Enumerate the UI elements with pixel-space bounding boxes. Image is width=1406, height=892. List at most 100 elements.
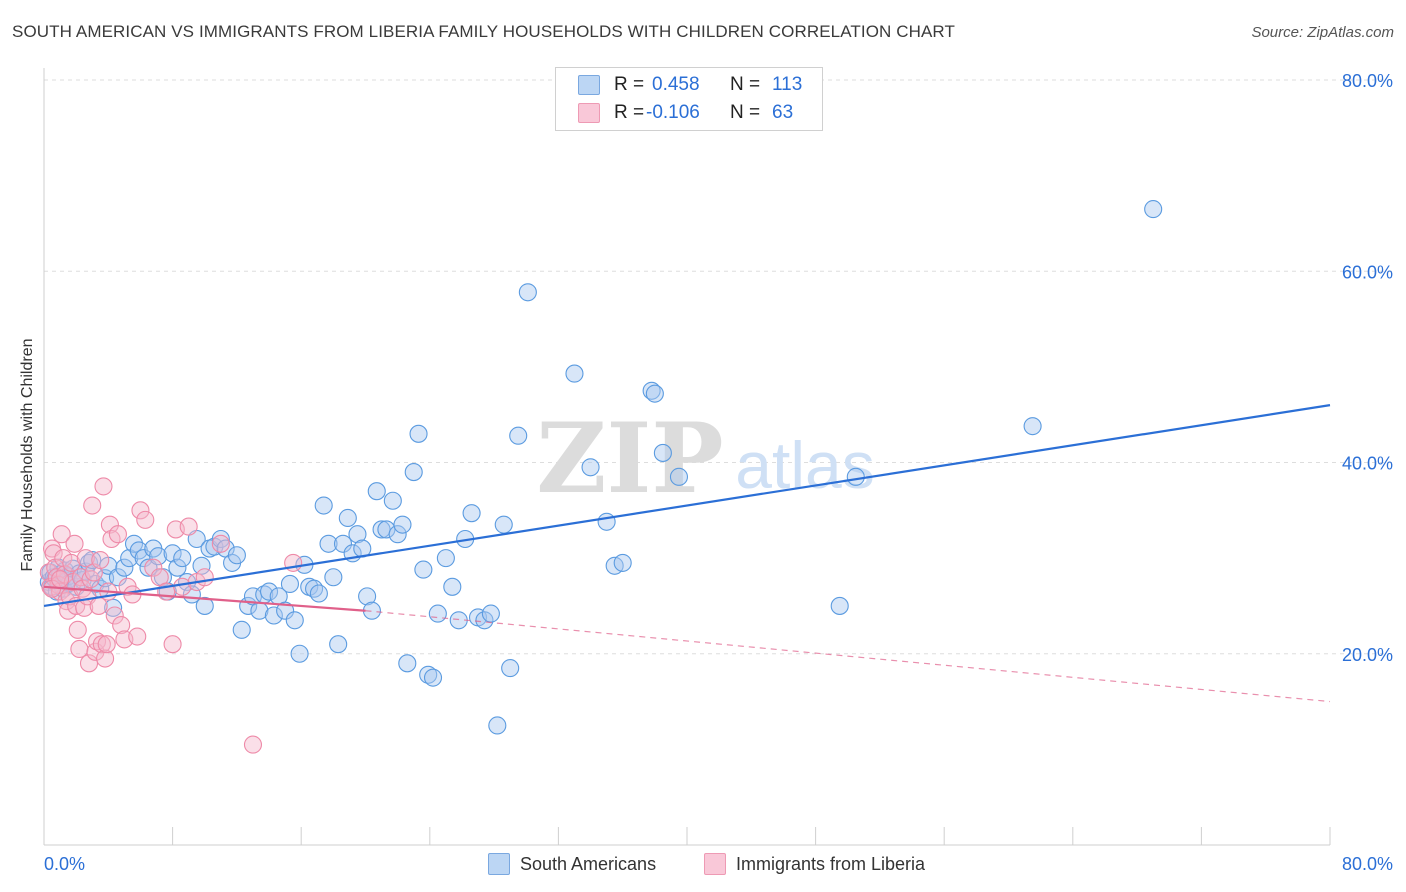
data-point xyxy=(52,525,71,544)
axes xyxy=(43,68,1331,846)
trend-line-liberia-dashed xyxy=(365,610,1331,703)
data-point xyxy=(68,620,87,639)
data-point xyxy=(115,558,134,577)
data-point xyxy=(348,525,367,544)
data-point xyxy=(243,735,263,754)
legend-n-label: N = xyxy=(730,102,761,123)
data-point xyxy=(163,635,182,654)
trend-line-liberia-solid xyxy=(43,585,366,612)
data-point xyxy=(173,549,192,568)
data-point xyxy=(597,512,616,531)
source-label: Source: ZipAtlas.com xyxy=(1251,24,1394,41)
data-point xyxy=(120,549,139,568)
data-point xyxy=(488,716,507,735)
data-point xyxy=(830,596,849,615)
data-point xyxy=(645,384,664,403)
data-point xyxy=(91,550,110,570)
data-point xyxy=(62,553,81,572)
y-tick-label: 80.0% xyxy=(1342,71,1393,91)
data-point xyxy=(481,604,500,623)
data-point xyxy=(97,635,116,654)
data-point xyxy=(211,529,230,549)
bottom-legend-swatch-blue xyxy=(488,853,510,875)
y-tick-label: 40.0% xyxy=(1342,454,1393,474)
data-point xyxy=(232,620,251,639)
data-point xyxy=(70,639,89,659)
legend-swatch-pink xyxy=(578,103,600,123)
data-point xyxy=(642,381,661,400)
data-point xyxy=(324,568,343,587)
stats-legend: R = 0.458 N = 113 R = -0.106 N = 63 xyxy=(555,67,823,131)
data-point xyxy=(358,587,377,606)
legend-r-value: 0.458 xyxy=(652,74,700,95)
data-point xyxy=(613,553,632,572)
watermark: ZIP atlas xyxy=(536,402,874,515)
data-point xyxy=(108,568,127,587)
data-point xyxy=(195,596,214,615)
trend-lines xyxy=(43,404,1331,703)
data-point xyxy=(518,283,537,302)
bottom-legend-swatch-pink xyxy=(704,853,726,875)
data-point xyxy=(329,635,348,654)
legend-n-value: 113 xyxy=(772,74,803,95)
data-point xyxy=(108,525,127,544)
data-point xyxy=(309,584,328,603)
data-point xyxy=(404,463,423,482)
data-point xyxy=(428,604,447,623)
data-point xyxy=(179,517,198,536)
bottom-legend-label: South Americans xyxy=(520,854,657,874)
data-point xyxy=(105,606,124,625)
legend-r-label: R = xyxy=(614,102,645,123)
data-point xyxy=(144,558,163,577)
data-point xyxy=(443,577,462,596)
bottom-legend-label: Immigrants from Liberia xyxy=(736,854,926,874)
x-tick-label: 0.0% xyxy=(44,854,85,874)
data-point xyxy=(462,504,481,523)
data-point xyxy=(333,534,353,553)
data-point xyxy=(131,501,150,520)
data-point xyxy=(96,649,115,668)
data-point xyxy=(290,644,309,663)
data-point xyxy=(367,482,386,501)
data-point xyxy=(104,598,123,617)
data-point xyxy=(565,364,584,383)
data-point xyxy=(501,659,520,678)
data-point xyxy=(76,549,95,568)
data-point xyxy=(276,601,295,620)
data-point xyxy=(92,635,111,654)
data-point xyxy=(393,515,412,534)
trend-line-south-americans xyxy=(43,404,1331,608)
data-point xyxy=(319,534,338,553)
data-point xyxy=(227,546,246,565)
data-point xyxy=(136,510,155,529)
chart-title: SOUTH AMERICAN VS IMMIGRANTS FROM LIBERI… xyxy=(12,22,955,41)
data-point xyxy=(89,596,108,615)
x-tick-label: 80.0% xyxy=(1342,854,1393,874)
data-point xyxy=(51,570,70,589)
data-point xyxy=(846,467,865,486)
data-point xyxy=(383,491,402,510)
data-point xyxy=(79,553,99,572)
data-point xyxy=(388,525,407,544)
legend-swatch-blue xyxy=(578,75,600,95)
y-tick-label: 60.0% xyxy=(1342,262,1393,282)
data-point xyxy=(195,568,214,587)
data-point xyxy=(94,477,113,496)
data-point xyxy=(163,544,182,563)
legend-r-label: R = xyxy=(614,74,645,95)
data-point xyxy=(192,556,211,575)
gridlines xyxy=(44,79,1394,655)
data-point xyxy=(581,458,600,477)
data-point xyxy=(168,558,187,577)
legend-n-value: 63 xyxy=(772,102,794,123)
data-point xyxy=(436,549,455,568)
data-point xyxy=(65,534,84,553)
series-south-americans xyxy=(39,200,1163,735)
data-point xyxy=(149,547,168,566)
data-point xyxy=(398,654,417,673)
data-point xyxy=(285,611,304,630)
data-point xyxy=(475,611,494,630)
data-point xyxy=(423,668,443,687)
data-point xyxy=(211,534,230,553)
tick-labels: 20.0% 40.0% 60.0% 80.0% 0.0% 80.0% xyxy=(44,71,1393,874)
